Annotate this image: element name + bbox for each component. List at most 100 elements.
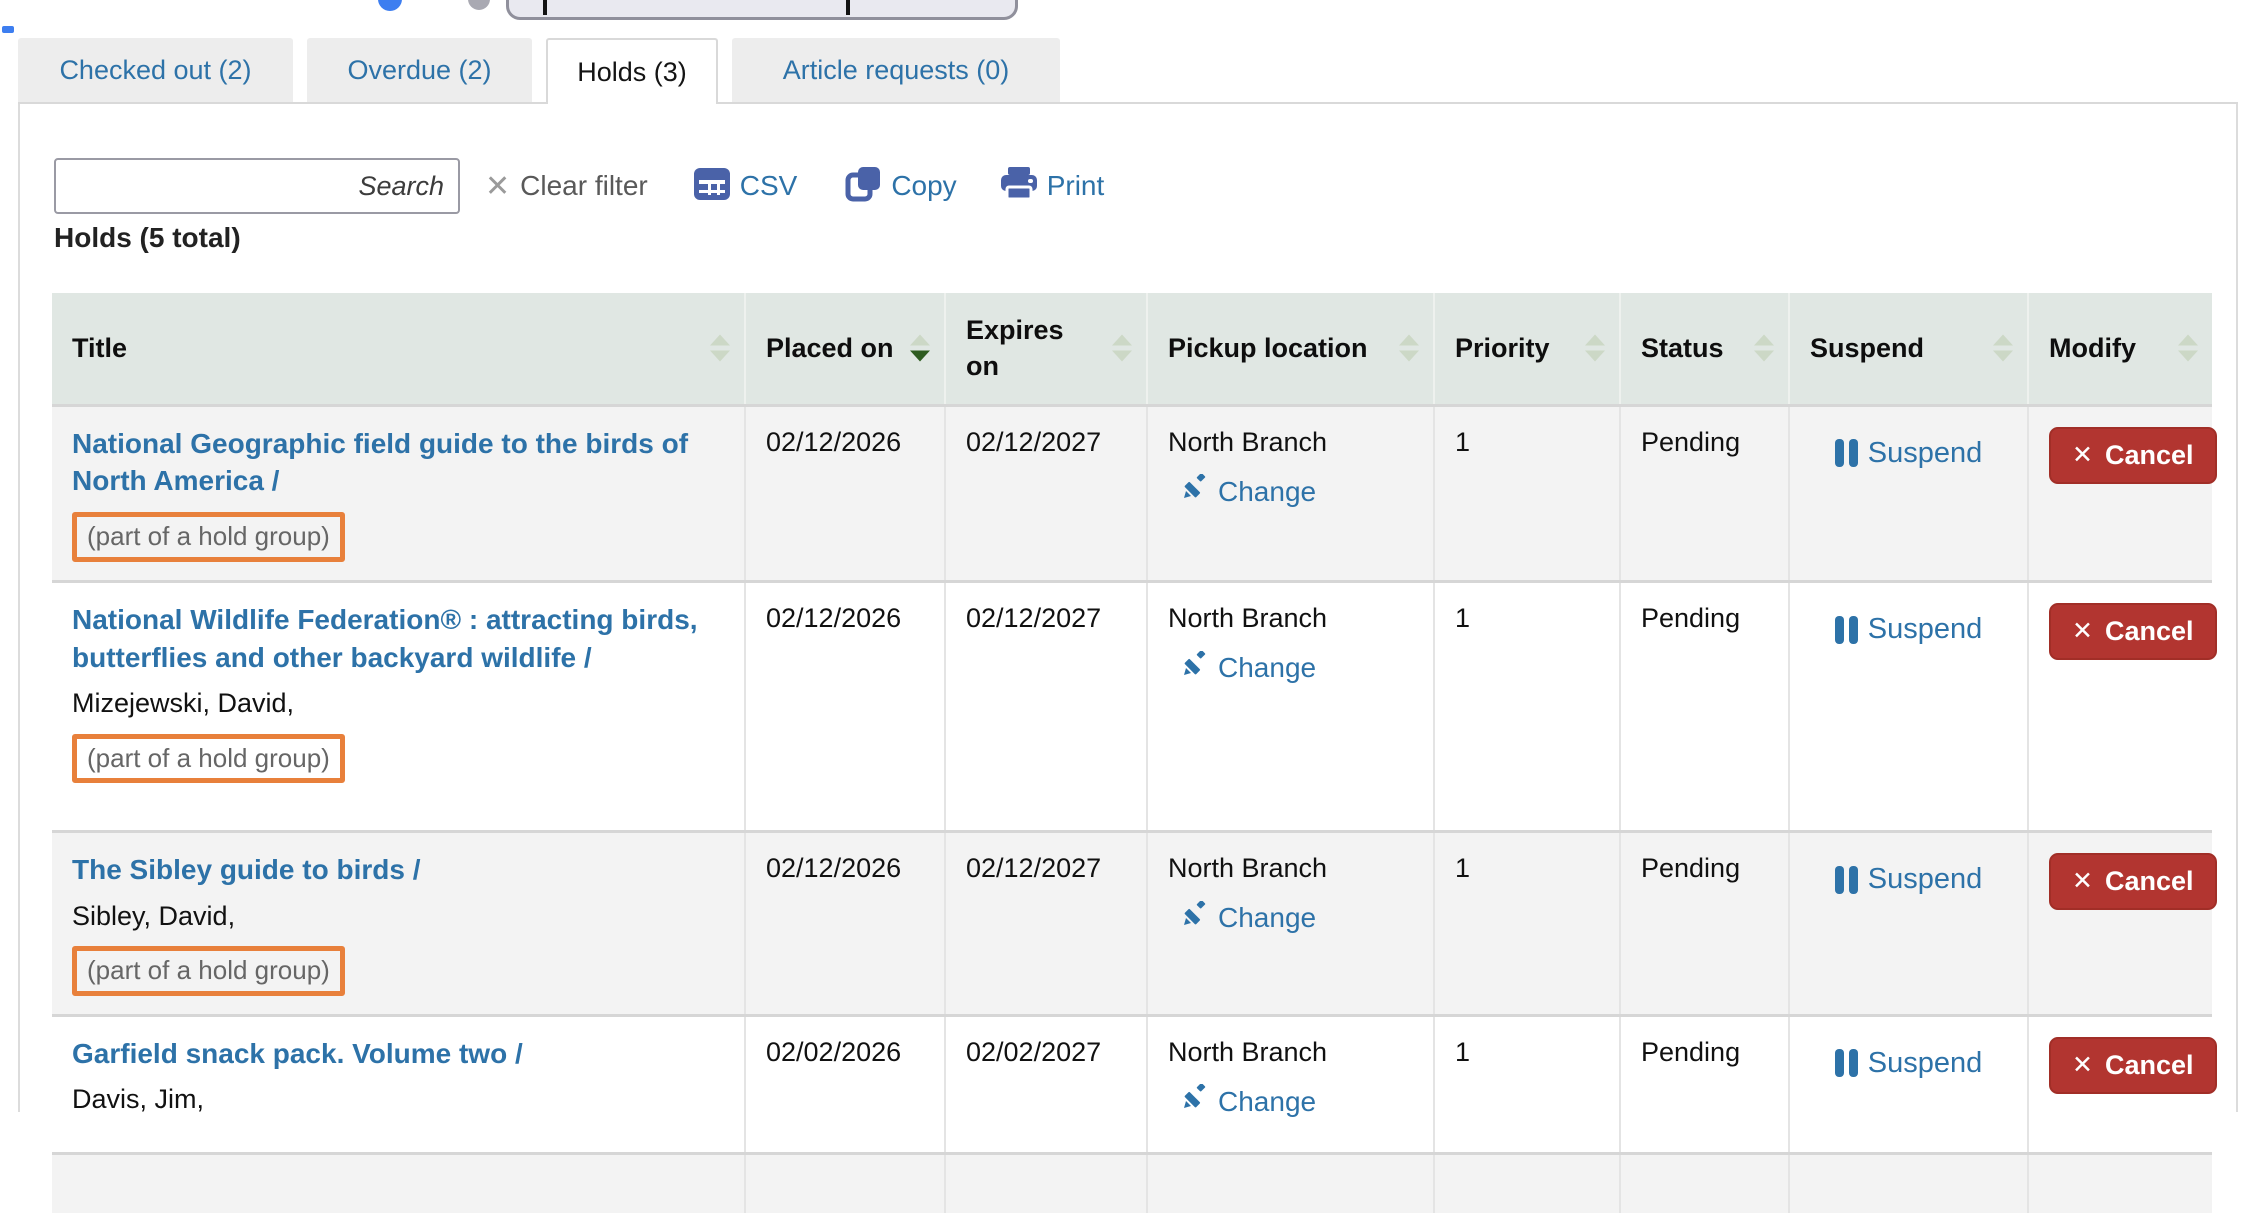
pencil-icon bbox=[1182, 649, 1208, 686]
pause-icon bbox=[1834, 1049, 1858, 1078]
holds-count-heading: Holds (5 total) bbox=[54, 222, 241, 253]
tab-checked-out[interactable]: Checked out (2) bbox=[18, 38, 293, 102]
title-link[interactable]: Garfield snack pack. Volume two / bbox=[72, 1037, 523, 1069]
pickup-location-cell: North Branch Change bbox=[1147, 1013, 1435, 1154]
search-input[interactable] bbox=[54, 158, 460, 214]
author-text: Mizejewski, David, bbox=[72, 688, 295, 719]
cutoff-blue-icon bbox=[378, 0, 402, 11]
sort-arrows-icon bbox=[1754, 334, 1774, 362]
suspend-button[interactable]: Suspend bbox=[1834, 611, 1982, 649]
sort-arrows-icon bbox=[1585, 334, 1605, 362]
print-button[interactable]: Print bbox=[1000, 166, 1104, 206]
cancel-button[interactable]: ✕ Cancel bbox=[2049, 852, 2217, 910]
column-header-status[interactable]: Status bbox=[1620, 293, 1790, 405]
holds-panel: ✕ Clear filter CSV Copy Print Holds (5 t… bbox=[18, 104, 2238, 1213]
author-text: Sibley, David, bbox=[72, 900, 236, 931]
expires-on-cell: 02/12/2027 bbox=[945, 829, 1148, 1016]
hold-group-badge: (part of a hold group) bbox=[72, 733, 345, 784]
cancel-button[interactable]: ✕ Cancel bbox=[2049, 602, 2217, 660]
column-header-placed-on[interactable]: Placed on bbox=[745, 293, 946, 405]
status-cell: Pending bbox=[1620, 1013, 1790, 1154]
copy-button[interactable]: Copy bbox=[845, 166, 957, 207]
cutoff-blue-speck bbox=[2, 26, 14, 33]
author-text: Davis, Jim, bbox=[72, 1084, 205, 1115]
clear-filter-button[interactable]: ✕ Clear filter bbox=[485, 169, 648, 203]
sort-arrows-icon bbox=[2178, 334, 2198, 362]
column-header-modify[interactable]: Modify bbox=[2028, 293, 2212, 405]
change-pickup-button[interactable]: Change bbox=[1168, 473, 1413, 510]
sort-arrows-icon bbox=[1993, 334, 2013, 362]
hold-row: Garfield snack pack. Volume two / Davis,… bbox=[52, 1013, 2217, 1154]
column-header-expires-on[interactable]: Expires on bbox=[945, 293, 1148, 405]
expires-on-cell: 02/02/2027 bbox=[945, 1013, 1148, 1154]
suspend-button[interactable]: Suspend bbox=[1834, 861, 1982, 899]
sort-arrows-icon bbox=[710, 334, 730, 362]
printer-icon bbox=[1000, 166, 1037, 206]
hold-row: The Sibley guide to birds / Sibley, Davi… bbox=[52, 829, 2217, 1016]
title-link[interactable]: National Wildlife Federation® : attracti… bbox=[72, 603, 698, 673]
placed-on-cell: 02/12/2026 bbox=[745, 579, 946, 832]
csv-button[interactable]: CSV bbox=[693, 167, 797, 205]
suspend-button[interactable]: Suspend bbox=[1834, 1045, 1982, 1083]
pencil-icon bbox=[1182, 1083, 1208, 1119]
pause-icon bbox=[1834, 615, 1858, 644]
priority-cell: 1 bbox=[1434, 1013, 1621, 1154]
change-pickup-button[interactable]: Change bbox=[1168, 899, 1413, 936]
pause-icon bbox=[1834, 439, 1858, 468]
copy-icon bbox=[845, 166, 881, 207]
cancel-x-icon: ✕ bbox=[2072, 866, 2093, 895]
column-header-title[interactable]: Title bbox=[52, 293, 746, 405]
priority-cell: 1 bbox=[1434, 579, 1621, 832]
table-grid-icon bbox=[693, 167, 730, 205]
change-pickup-button[interactable]: Change bbox=[1168, 1083, 1413, 1120]
column-header-suspend[interactable]: Suspend bbox=[1789, 293, 2029, 405]
cutoff-tick-mark bbox=[543, 0, 547, 15]
column-header-priority[interactable]: Priority bbox=[1434, 293, 1621, 405]
cancel-button[interactable]: ✕ Cancel bbox=[2049, 426, 2217, 484]
hold-group-badge: (part of a hold group) bbox=[72, 945, 345, 996]
change-pickup-button[interactable]: Change bbox=[1168, 649, 1413, 686]
tab-article-requests[interactable]: Article requests (0) bbox=[732, 38, 1060, 102]
tab-overdue[interactable]: Overdue (2) bbox=[307, 38, 532, 102]
placed-on-cell: 02/02/2026 bbox=[745, 1013, 946, 1154]
placed-on-cell: 02/12/2026 bbox=[745, 829, 946, 1016]
status-cell: Pending bbox=[1620, 403, 1790, 582]
clear-x-icon: ✕ bbox=[485, 169, 511, 203]
status-cell: Pending bbox=[1620, 829, 1790, 1016]
cutoff-tick-mark bbox=[846, 0, 850, 15]
hold-row: National Geographic field guide to the b… bbox=[52, 403, 2217, 582]
cutoff-overlay-box bbox=[506, 0, 1018, 20]
hold-row: National Wildlife Federation® : attracti… bbox=[52, 579, 2217, 832]
priority-cell: 1 bbox=[1434, 829, 1621, 1016]
cancel-x-icon: ✕ bbox=[2072, 616, 2093, 645]
expires-on-cell: 02/12/2027 bbox=[945, 403, 1148, 582]
pencil-icon bbox=[1182, 473, 1208, 509]
cancel-button[interactable]: ✕ Cancel bbox=[2049, 1036, 2217, 1094]
tab-holds[interactable]: Holds (3) bbox=[546, 38, 718, 104]
title-link[interactable]: National Geographic field guide to the b… bbox=[72, 427, 689, 497]
cancel-x-icon: ✕ bbox=[2072, 1050, 2093, 1079]
pause-icon bbox=[1834, 865, 1858, 894]
sort-arrows-icon-active-desc bbox=[910, 334, 930, 362]
priority-cell: 1 bbox=[1434, 403, 1621, 582]
sort-arrows-icon bbox=[1399, 334, 1419, 362]
patron-tabs: Checked out (2) Overdue (2) Holds (3) Ar… bbox=[18, 38, 2238, 104]
pickup-location-cell: North Branch Change bbox=[1147, 829, 1435, 1016]
column-header-pickup-location[interactable]: Pickup location bbox=[1147, 293, 1435, 405]
pickup-location-cell: North Branch Change bbox=[1147, 579, 1435, 832]
cutoff-gray-icon bbox=[468, 0, 490, 10]
status-cell: Pending bbox=[1620, 579, 1790, 832]
cancel-x-icon: ✕ bbox=[2072, 440, 2093, 469]
sort-arrows-icon bbox=[1112, 334, 1132, 362]
pickup-location-cell: North Branch Change bbox=[1147, 403, 1435, 582]
table-toolbar: ✕ Clear filter CSV Copy Print bbox=[54, 158, 1104, 214]
hold-row-partial bbox=[52, 1151, 2212, 1213]
holds-table: Title Placed on Expires on Pickup locati… bbox=[52, 293, 2217, 1213]
expires-on-cell: 02/12/2027 bbox=[945, 579, 1148, 832]
hold-group-badge: (part of a hold group) bbox=[72, 512, 345, 562]
placed-on-cell: 02/12/2026 bbox=[745, 403, 946, 582]
title-link[interactable]: The Sibley guide to birds / bbox=[72, 853, 421, 885]
suspend-button[interactable]: Suspend bbox=[1834, 435, 1982, 473]
pencil-icon bbox=[1182, 899, 1208, 936]
table-header-row: Title Placed on Expires on Pickup locati… bbox=[52, 293, 2212, 405]
